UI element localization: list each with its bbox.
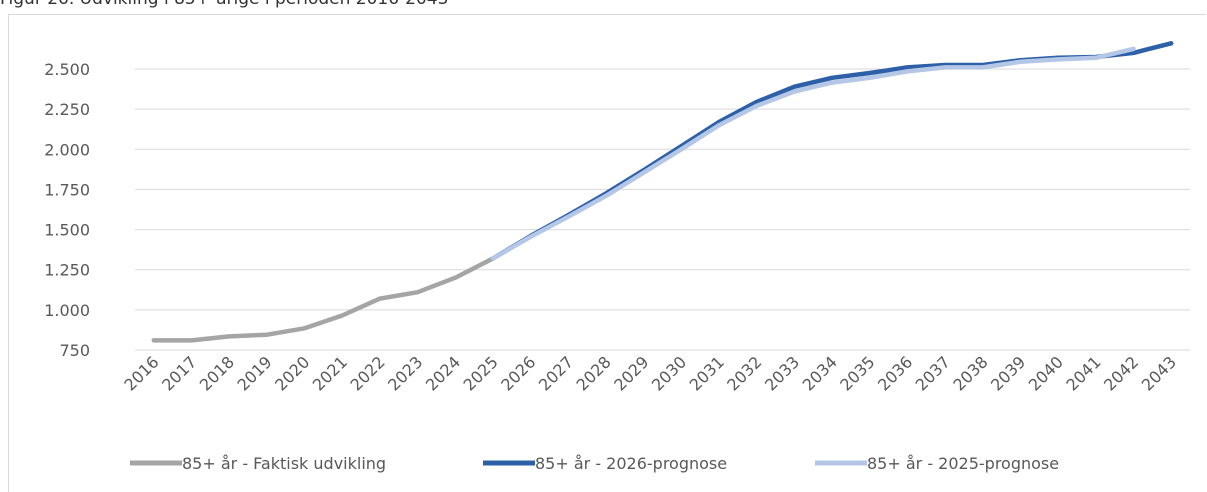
y-tick-label: 1.250 xyxy=(44,261,90,280)
x-tick-label: 2038 xyxy=(949,352,991,394)
y-tick-label: 750 xyxy=(59,341,90,360)
x-tick-label: 2019 xyxy=(233,352,275,394)
y-tick-label: 1.000 xyxy=(44,301,90,320)
x-axis-ticks: 2016201720182019202020212022202320242025… xyxy=(120,352,1180,394)
series-lines xyxy=(151,41,1174,343)
y-tick-label: 2.000 xyxy=(44,140,90,159)
x-tick-label: 2034 xyxy=(799,352,841,394)
gridlines xyxy=(135,68,1190,351)
x-tick-label: 2017 xyxy=(158,352,200,394)
x-tick-label: 2031 xyxy=(686,352,728,394)
x-tick-label: 2041 xyxy=(1062,352,1104,394)
x-tick-label: 2020 xyxy=(271,352,313,394)
chart-frame xyxy=(8,14,1206,492)
x-tick-label: 2042 xyxy=(1100,352,1142,394)
x-tick-label: 2027 xyxy=(535,352,577,394)
x-tick-label: 2025 xyxy=(460,352,502,394)
y-tick-label: 2.500 xyxy=(44,60,90,79)
legend-label: 85+ år - 2025-prognose xyxy=(867,454,1059,473)
figure-title: Figur 26. Udvikling i 85+-årige i period… xyxy=(0,0,448,9)
legend: 85+ år - Faktisk udvikling 85+ år - 2026-… xyxy=(130,454,1059,473)
y-tick-label: 1.500 xyxy=(44,221,90,240)
x-tick-label: 2026 xyxy=(497,352,539,394)
x-tick-label: 2037 xyxy=(912,352,954,394)
y-axis-ticks: 750 1.000 1.250 1.500 1.750 2.000 2.250 2.500 xyxy=(44,60,90,360)
x-tick-label: 2016 xyxy=(120,352,162,394)
x-tick-label: 2032 xyxy=(723,352,765,394)
x-tick-label: 2023 xyxy=(384,352,426,394)
x-tick-label: 2039 xyxy=(987,352,1029,394)
x-tick-label: 2028 xyxy=(573,352,615,394)
x-tick-label: 2030 xyxy=(648,352,690,394)
x-tick-label: 2022 xyxy=(347,352,389,394)
x-tick-label: 2040 xyxy=(1025,352,1067,394)
legend-label: 85+ år - Faktisk udvikling xyxy=(182,454,386,473)
legend-label: 85+ år - 2026-prognose xyxy=(535,454,727,473)
y-tick-label: 2.250 xyxy=(44,100,90,119)
x-tick-label: 2024 xyxy=(422,352,464,394)
x-tick-label: 2021 xyxy=(309,352,351,394)
x-tick-label: 2018 xyxy=(196,352,238,394)
x-tick-label: 2043 xyxy=(1138,352,1180,394)
x-tick-label: 2035 xyxy=(836,352,878,394)
y-tick-label: 1.750 xyxy=(44,180,90,199)
series-line-1 xyxy=(490,41,1174,261)
x-tick-label: 2033 xyxy=(761,352,803,394)
x-tick-label: 2029 xyxy=(610,352,652,394)
series-line-2 xyxy=(490,46,1136,261)
x-tick-label: 2036 xyxy=(874,352,916,394)
series-line-0 xyxy=(151,256,496,343)
